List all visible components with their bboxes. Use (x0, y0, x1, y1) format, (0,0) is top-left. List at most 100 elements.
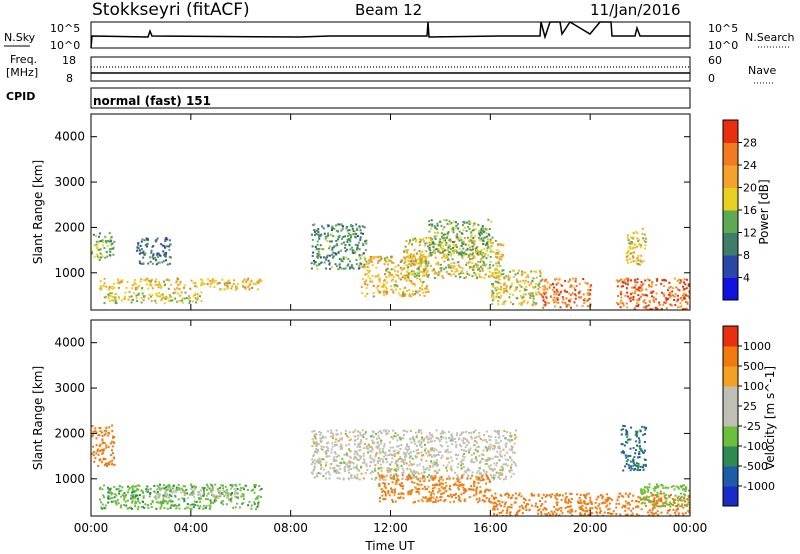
heatmap-cell (611, 512, 614, 515)
heatmap-cell (418, 272, 421, 275)
heatmap-cell (496, 450, 499, 453)
heatmap-cell (414, 471, 417, 474)
heatmap-cell (492, 496, 495, 499)
heatmap-cell (467, 467, 470, 470)
heatmap-cell (442, 250, 444, 252)
y-tick-label: 2000 (54, 426, 85, 440)
heatmap-cell (456, 246, 458, 249)
heatmap-cell (549, 514, 552, 516)
heatmap-cell (412, 290, 415, 293)
heatmap-cell (216, 282, 219, 285)
heatmap-cell (460, 459, 463, 462)
heatmap-cell (505, 442, 508, 445)
heatmap-cell (104, 504, 107, 507)
heatmap-cell (377, 471, 379, 474)
heatmap-cell (404, 276, 407, 279)
heatmap-cell (477, 230, 480, 233)
heatmap-cell (557, 301, 560, 304)
heatmap-cell (551, 288, 554, 291)
heatmap-cell (202, 507, 205, 510)
heatmap-cell (507, 275, 510, 278)
heatmap-cell (684, 500, 687, 503)
heatmap-cell (369, 435, 372, 438)
heatmap-cell (348, 266, 351, 269)
heatmap-cell (247, 277, 250, 280)
heatmap-cell (538, 286, 541, 289)
heatmap-cell (226, 496, 228, 499)
heatmap-cell (382, 498, 385, 501)
heatmap-cell (499, 450, 502, 453)
x-axis-label: Time UT (364, 539, 415, 553)
heatmap-cell (427, 275, 430, 278)
heatmap-cell (485, 263, 488, 266)
heatmap-cell (400, 278, 402, 281)
heatmap-cell (109, 240, 112, 243)
heatmap-cell (468, 267, 471, 270)
heatmap-cell (453, 437, 456, 440)
heatmap-cell (433, 486, 436, 489)
heatmap-cell (203, 492, 205, 495)
heatmap-cell (478, 445, 481, 448)
heatmap-cell (338, 462, 341, 465)
heatmap-cell (189, 297, 191, 300)
heatmap-cell (168, 485, 171, 488)
heatmap-cell (334, 263, 337, 266)
heatmap-cell (423, 480, 426, 483)
heatmap-cell (452, 252, 455, 254)
heatmap-cell (496, 252, 499, 255)
heatmap-cell (461, 256, 464, 259)
heatmap-cell (499, 455, 502, 457)
heatmap-cell (325, 455, 328, 458)
heatmap-cell (208, 507, 211, 510)
heatmap-cell (543, 293, 546, 296)
heatmap-cell (643, 490, 646, 493)
heatmap-cell (113, 286, 116, 289)
heatmap-cell (220, 501, 223, 504)
heatmap-cell (627, 501, 630, 504)
heatmap-cell (328, 473, 331, 476)
heatmap-cell (314, 435, 317, 438)
heatmap-cell (476, 268, 479, 271)
heatmap-cell (467, 469, 470, 472)
heatmap-cell (632, 298, 635, 301)
heatmap-cell (456, 233, 459, 236)
heatmap-cell (503, 277, 506, 280)
heatmap-cell (492, 444, 495, 447)
heatmap-cell (488, 228, 491, 230)
heatmap-cell (104, 458, 107, 460)
heatmap-cell (505, 275, 507, 277)
heatmap-cell (247, 504, 250, 507)
heatmap-cell (686, 504, 688, 506)
heatmap-cell (110, 454, 113, 457)
heatmap-cell (660, 282, 663, 285)
heatmap-cell (470, 231, 473, 234)
heatmap-cell (344, 244, 347, 246)
heatmap-cell (343, 453, 346, 456)
heatmap-cell (505, 512, 508, 515)
heatmap-cell (114, 300, 117, 303)
heatmap-cell (416, 478, 419, 481)
heatmap-cell (475, 276, 478, 279)
heatmap-cell (500, 294, 503, 297)
heatmap-cell (164, 240, 167, 243)
heatmap-cell (644, 433, 646, 435)
heatmap-cell (466, 273, 469, 275)
heatmap-cell (329, 245, 331, 248)
heatmap-cell (681, 294, 684, 297)
heatmap-cell (530, 494, 533, 497)
heatmap-cell (459, 500, 462, 503)
heatmap-cell (251, 286, 254, 289)
heatmap-cell (517, 510, 520, 513)
heatmap-cell (497, 281, 500, 284)
heatmap-cell (112, 287, 115, 290)
heatmap-cell (644, 233, 646, 236)
heatmap-cell (622, 469, 625, 472)
heatmap-cell (465, 471, 468, 474)
heatmap-cell (669, 303, 672, 306)
heatmap-cell (355, 466, 358, 469)
heatmap-cell (253, 501, 256, 504)
heatmap-cell (310, 262, 313, 265)
heatmap-cell (682, 484, 685, 487)
heatmap-cell (325, 477, 327, 480)
heatmap-cell (485, 473, 487, 476)
